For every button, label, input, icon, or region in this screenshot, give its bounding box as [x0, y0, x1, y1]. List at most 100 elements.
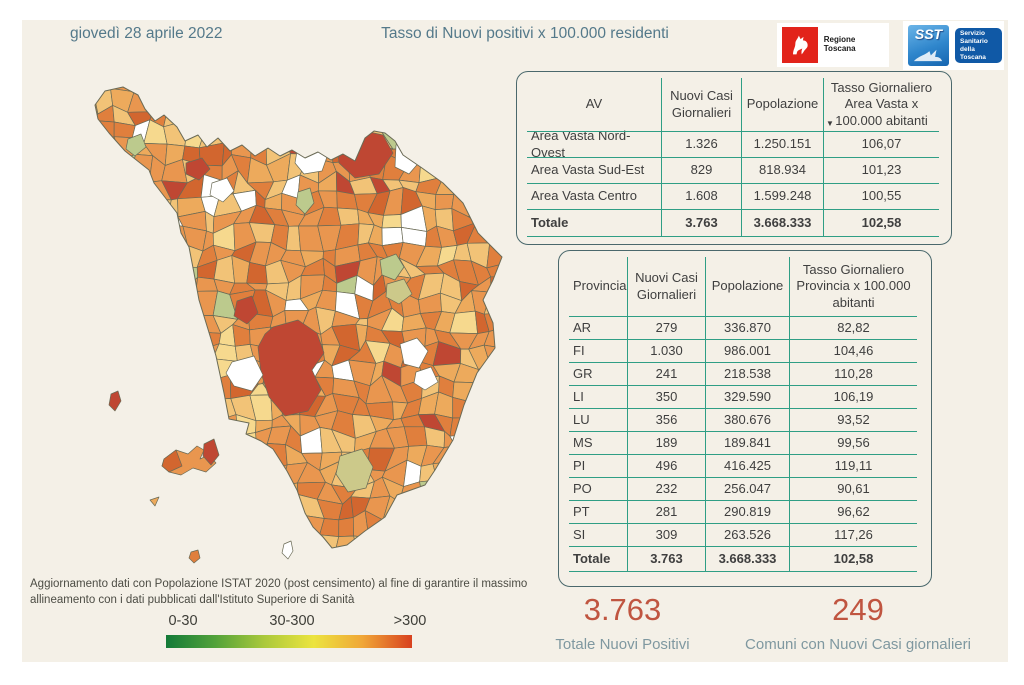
municipality-area[interactable]	[132, 194, 156, 218]
municipality-area[interactable]	[150, 514, 170, 533]
municipality-area[interactable]	[146, 256, 169, 284]
municipality-area[interactable]	[245, 528, 275, 555]
municipality-area[interactable]	[331, 107, 360, 127]
municipality-area[interactable]	[81, 395, 97, 416]
municipality-area[interactable]	[313, 120, 336, 146]
municipality-area[interactable]	[375, 546, 391, 573]
municipality-area[interactable]	[457, 567, 474, 575]
municipality-area[interactable]	[228, 486, 258, 504]
municipality-area[interactable]	[170, 326, 189, 347]
table-cell[interactable]: 1.599.248	[741, 184, 823, 210]
municipality-area[interactable]	[65, 533, 86, 550]
municipality-area[interactable]	[488, 361, 512, 382]
municipality-area[interactable]	[401, 75, 420, 98]
municipality-area[interactable]	[485, 418, 508, 438]
municipality-area[interactable]	[406, 92, 427, 116]
municipality-area[interactable]	[519, 470, 525, 488]
map-area-nodata[interactable]	[399, 337, 429, 369]
municipality-area[interactable]	[467, 514, 496, 535]
municipality-area[interactable]	[400, 110, 427, 122]
municipality-area[interactable]	[96, 445, 115, 466]
table-cell[interactable]: 496	[627, 455, 705, 478]
municipality-area[interactable]	[230, 546, 250, 572]
municipality-area[interactable]	[486, 376, 505, 404]
table-cell[interactable]: 416.425	[705, 455, 789, 478]
municipality-area[interactable]	[490, 550, 513, 571]
municipality-area[interactable]	[132, 428, 154, 452]
municipality-area[interactable]	[129, 255, 156, 285]
municipality-area[interactable]	[93, 324, 120, 351]
municipality-area[interactable]	[147, 412, 171, 433]
municipality-area[interactable]	[245, 546, 272, 572]
municipality-area[interactable]	[454, 445, 480, 468]
municipality-area[interactable]	[164, 90, 187, 115]
municipality-area[interactable]	[386, 562, 407, 575]
municipality-area[interactable]	[187, 344, 208, 368]
table-cell[interactable]: 106,19	[789, 386, 917, 409]
municipality-area[interactable]	[186, 104, 208, 132]
municipality-area[interactable]	[78, 137, 102, 159]
municipality-area[interactable]	[81, 75, 94, 96]
map-area-low[interactable]	[335, 448, 374, 493]
municipality-area[interactable]	[315, 75, 337, 96]
table-cell[interactable]: 336.870	[705, 317, 789, 340]
col-header-tasso[interactable]: Tasso Giornaliero Provincia x 100.000 ab…	[789, 257, 917, 317]
municipality-area[interactable]	[317, 566, 332, 575]
municipality-area[interactable]	[131, 553, 150, 568]
municipality-area[interactable]	[381, 110, 407, 133]
island-elba-west[interactable]	[161, 449, 183, 473]
municipality-area[interactable]	[197, 358, 216, 381]
municipality-area[interactable]	[483, 291, 513, 315]
map-highlight-siena-cluster[interactable]	[257, 319, 325, 417]
municipality-area[interactable]	[214, 466, 236, 488]
municipality-area[interactable]	[180, 418, 208, 437]
municipality-area[interactable]	[118, 307, 139, 335]
municipality-area[interactable]	[490, 276, 503, 297]
municipality-area[interactable]	[200, 551, 224, 572]
table-cell[interactable]: 110,28	[789, 363, 917, 386]
municipality-area[interactable]	[65, 504, 87, 521]
municipality-area[interactable]	[144, 90, 168, 113]
municipality-area[interactable]	[298, 75, 324, 97]
municipality-area[interactable]	[522, 348, 525, 368]
col-header-nuovi-casi[interactable]: Nuovi Casi Giornalieri	[661, 78, 741, 132]
municipality-area[interactable]	[449, 417, 480, 437]
municipality-area[interactable]	[501, 274, 525, 302]
municipality-area[interactable]	[471, 477, 494, 501]
municipality-area[interactable]	[254, 463, 272, 490]
municipality-area[interactable]	[513, 534, 524, 554]
municipality-area[interactable]	[80, 550, 97, 573]
table-cell[interactable]: 1.326	[661, 132, 741, 158]
municipality-area[interactable]	[77, 357, 102, 384]
municipality-area[interactable]	[381, 214, 402, 229]
municipality-area[interactable]	[115, 497, 129, 520]
municipality-area[interactable]	[353, 535, 378, 549]
municipality-area[interactable]	[383, 546, 404, 573]
municipality-area[interactable]	[204, 527, 225, 557]
municipality-area[interactable]	[185, 495, 200, 517]
municipality-area[interactable]	[383, 78, 412, 97]
municipality-area[interactable]	[81, 113, 99, 127]
municipality-area[interactable]	[101, 278, 123, 301]
municipality-area[interactable]	[215, 514, 240, 538]
municipality-area[interactable]	[485, 519, 513, 537]
municipality-area[interactable]	[356, 94, 373, 115]
municipality-area[interactable]	[521, 566, 525, 575]
municipality-area[interactable]	[77, 464, 105, 488]
municipality-area[interactable]	[255, 109, 268, 122]
municipality-area[interactable]	[178, 315, 202, 333]
municipality-area[interactable]	[118, 563, 134, 575]
municipality-area[interactable]	[65, 75, 81, 96]
municipality-area[interactable]	[474, 550, 495, 572]
table-cell[interactable]: SI	[569, 524, 627, 547]
municipality-area[interactable]	[165, 514, 189, 531]
municipality-area[interactable]	[80, 325, 93, 352]
municipality-area[interactable]	[144, 75, 168, 96]
municipality-area[interactable]	[80, 532, 106, 557]
municipality-area[interactable]	[93, 554, 121, 572]
municipality-area[interactable]	[128, 224, 153, 249]
table-cell[interactable]: 1.608	[661, 184, 741, 210]
municipality-area[interactable]	[436, 479, 457, 501]
municipality-area[interactable]	[468, 569, 495, 575]
municipality-area[interactable]	[375, 567, 390, 575]
